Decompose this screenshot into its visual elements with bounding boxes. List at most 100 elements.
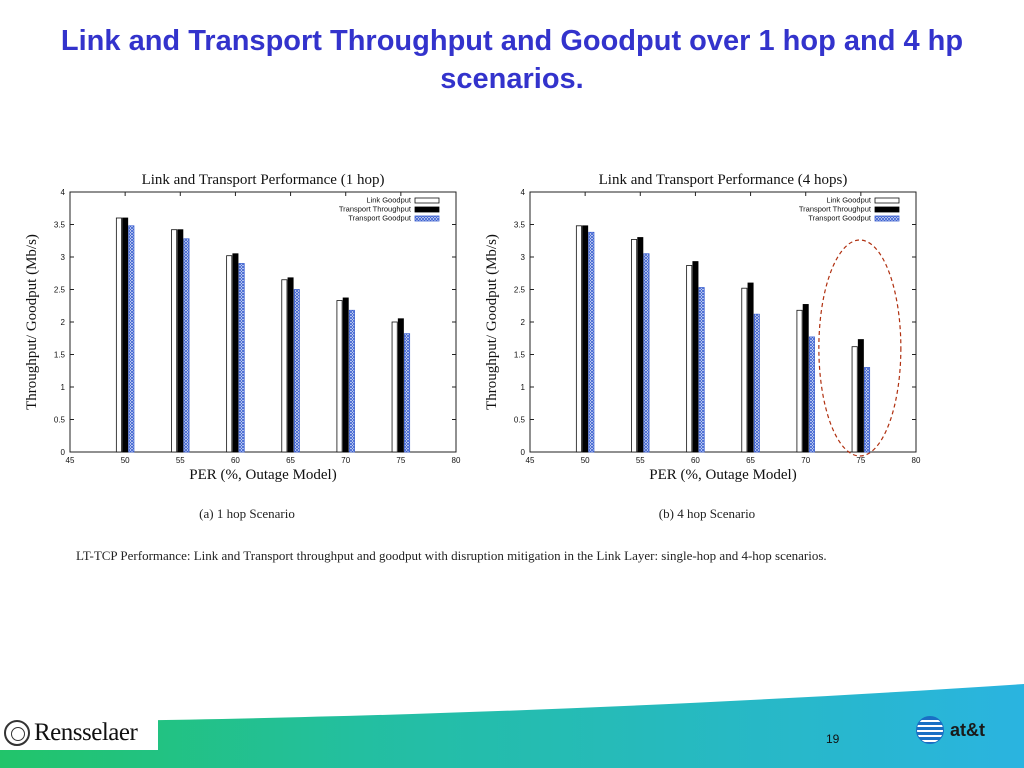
y-tick-label: 2 bbox=[61, 318, 66, 327]
transport-goodput-bar bbox=[404, 333, 411, 453]
transport-throughput-bar bbox=[122, 217, 129, 453]
transport-throughput-bar bbox=[287, 277, 294, 453]
x-tick-label: 60 bbox=[691, 456, 700, 465]
chart-title: Link and Transport Performance (4 hops) bbox=[599, 172, 848, 188]
link-goodput-bar bbox=[631, 239, 638, 453]
link-goodput-bar bbox=[796, 309, 803, 453]
transport-throughput-bar bbox=[692, 261, 699, 453]
x-tick-label: 60 bbox=[231, 456, 240, 465]
x-axis-label: PER (%, Outage Model) bbox=[189, 467, 336, 483]
transport-goodput-bar bbox=[293, 289, 300, 453]
att-logo: at&t bbox=[916, 716, 985, 744]
link-goodput-bar bbox=[171, 229, 178, 453]
y-tick-label: 0 bbox=[521, 448, 526, 457]
y-tick-label: 3.5 bbox=[54, 221, 66, 230]
transport-goodput-bar bbox=[698, 287, 705, 453]
x-tick-label: 50 bbox=[581, 456, 590, 465]
subcaption-1-hop: (a) 1 hop Scenario bbox=[199, 506, 295, 521]
legend-label: Transport Throughput bbox=[339, 205, 412, 214]
transport-goodput-bar bbox=[348, 309, 355, 453]
y-tick-label: 0.5 bbox=[54, 416, 66, 425]
link-goodput-bar bbox=[226, 255, 233, 453]
x-tick-label: 50 bbox=[121, 456, 130, 465]
transport-goodput-bar bbox=[588, 231, 595, 453]
x-tick-label: 55 bbox=[176, 456, 185, 465]
chart-1-hop: Link and Transport Performance (1 hop) 0 0… bbox=[18, 165, 461, 495]
legend-swatch bbox=[874, 215, 900, 222]
legend-label: Link Goodput bbox=[826, 196, 872, 205]
transport-throughput-bar bbox=[397, 318, 404, 453]
subcaption-4-hops: (b) 4 hop Scenario bbox=[658, 506, 756, 521]
x-tick-label: 70 bbox=[801, 456, 810, 465]
x-tick-label: 80 bbox=[912, 456, 921, 465]
y-tick-label: 3 bbox=[61, 253, 66, 262]
transport-throughput-bar bbox=[857, 339, 864, 453]
y-tick-label: 1.5 bbox=[514, 351, 526, 360]
link-goodput-bar bbox=[115, 217, 122, 453]
chart-4-hops: Link and Transport Performance (4 hops) 0… bbox=[478, 165, 921, 495]
transport-goodput-bar bbox=[864, 367, 871, 453]
link-goodput-bar bbox=[575, 225, 582, 453]
rensselaer-logo: Rensselaer bbox=[0, 716, 158, 750]
link-goodput-bar bbox=[851, 346, 858, 453]
legend-label: Transport Throughput bbox=[799, 205, 872, 214]
y-tick-label: 1 bbox=[521, 383, 526, 392]
y-tick-label: 0 bbox=[61, 448, 66, 457]
transport-goodput-bar bbox=[753, 313, 760, 453]
transport-goodput-bar bbox=[643, 253, 650, 453]
chart-4-hops-svg: Link and Transport Performance (4 hops) 0… bbox=[484, 172, 921, 483]
x-tick-label: 70 bbox=[341, 456, 350, 465]
transport-throughput-bar bbox=[637, 237, 644, 453]
legend-swatch bbox=[414, 197, 440, 204]
y-tick-label: 1 bbox=[61, 383, 66, 392]
rensselaer-seal-icon bbox=[4, 720, 30, 746]
transport-goodput-bar bbox=[128, 225, 135, 453]
rensselaer-wordmark: Rensselaer bbox=[34, 719, 138, 746]
x-tick-label: 45 bbox=[66, 456, 75, 465]
transport-throughput-bar bbox=[342, 297, 349, 453]
x-tick-label: 65 bbox=[746, 456, 755, 465]
x-tick-label: 80 bbox=[452, 456, 461, 465]
link-goodput-bar bbox=[281, 279, 288, 453]
x-tick-label: 65 bbox=[286, 456, 295, 465]
legend-swatch bbox=[414, 215, 440, 222]
x-tick-label: 75 bbox=[396, 456, 405, 465]
transport-throughput-bar bbox=[802, 304, 809, 453]
x-tick-label: 45 bbox=[526, 456, 535, 465]
y-tick-label: 2 bbox=[521, 318, 526, 327]
figure-caption: LT-TCP Performance: Link and Transport t… bbox=[76, 548, 827, 563]
y-tick-label: 2.5 bbox=[54, 286, 66, 295]
link-goodput-bar bbox=[686, 265, 693, 453]
y-axis-label: Throughput/ Goodput (Mb/s) bbox=[24, 234, 40, 410]
transport-goodput-bar bbox=[238, 263, 245, 453]
transport-goodput-bar bbox=[808, 336, 815, 453]
legend-label: Link Goodput bbox=[366, 196, 412, 205]
transport-throughput-bar bbox=[177, 229, 184, 453]
transport-goodput-bar bbox=[183, 238, 190, 453]
x-tick-label: 75 bbox=[856, 456, 865, 465]
y-tick-label: 4 bbox=[61, 188, 66, 197]
link-goodput-bar bbox=[391, 321, 398, 453]
slide-title: Link and Transport Throughput and Goodpu… bbox=[60, 25, 964, 95]
y-tick-label: 4 bbox=[521, 188, 526, 197]
link-goodput-bar bbox=[336, 300, 343, 453]
x-tick-label: 55 bbox=[636, 456, 645, 465]
legend-swatch bbox=[414, 206, 440, 213]
highlight-ellipse bbox=[818, 239, 902, 457]
y-tick-label: 3.5 bbox=[514, 221, 526, 230]
page-number: 19 bbox=[826, 732, 840, 746]
legend-label: Transport Goodput bbox=[348, 214, 412, 223]
transport-throughput-bar bbox=[582, 225, 589, 453]
chart-1-hop-svg: Link and Transport Performance (1 hop) 0 0… bbox=[24, 172, 461, 483]
x-axis-label: PER (%, Outage Model) bbox=[649, 467, 796, 483]
y-tick-label: 1.5 bbox=[54, 351, 66, 360]
att-wordmark: at&t bbox=[950, 719, 985, 740]
transport-throughput-bar bbox=[232, 253, 239, 453]
link-goodput-bar bbox=[741, 287, 748, 453]
legend-swatch bbox=[874, 197, 900, 204]
chart-title: Link and Transport Performance (1 hop) bbox=[142, 172, 385, 188]
y-tick-label: 2.5 bbox=[514, 286, 526, 295]
transport-throughput-bar bbox=[747, 282, 754, 453]
y-tick-label: 3 bbox=[521, 253, 526, 262]
footer-wave bbox=[0, 684, 1024, 768]
